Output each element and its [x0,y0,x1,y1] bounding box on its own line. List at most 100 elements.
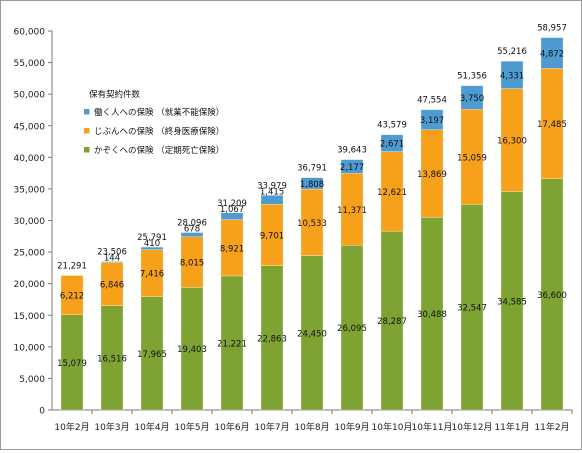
data-label: 15,059 [457,153,487,163]
y-tick-label: 15,000 [14,312,46,322]
data-label: 8,921 [220,244,244,254]
data-label: 4,331 [500,71,524,81]
x-tick-label: 10年7月 [254,421,289,433]
bar-segment [500,61,524,89]
data-label: 410 [144,239,160,249]
data-label: 678 [184,225,200,235]
data-label: 7,416 [140,270,164,280]
x-tick-label: 10年4月 [134,421,169,433]
data-label: 2,671 [380,140,404,150]
y-tick-label: 0 [39,407,45,417]
bars [60,37,564,411]
total-label: 33,979 [257,181,287,191]
data-label: 6,846 [100,281,124,291]
data-label: 36,600 [537,291,567,301]
x-tick-label: 11年1月 [494,421,529,433]
y-tick-label: 25,000 [14,249,46,259]
bar-segment [260,195,284,205]
x-tick-label: 10年12月 [452,421,493,433]
data-label: 17,485 [537,120,567,130]
bar-segment [380,134,404,152]
x-tick-label: 10年2月 [54,421,89,433]
data-label: 16,516 [97,354,127,364]
total-label: 21,291 [57,262,87,272]
data-label: 1,415 [260,187,284,197]
data-label: 6,212 [60,292,84,302]
legend-swatch [84,147,90,153]
data-label: 26,095 [337,324,367,334]
bar-segment [220,212,244,220]
data-label: 8,015 [180,259,204,269]
data-label: 34,585 [497,297,527,307]
total-label: 25,791 [137,233,167,243]
bar-segment [180,232,204,237]
data-label: 22,863 [257,334,287,344]
x-tick-label: 10年5月 [174,421,209,433]
total-label: 23,506 [97,248,127,258]
total-label: 36,791 [297,164,327,174]
total-label: 55,216 [497,47,527,57]
data-label: 12,621 [377,188,407,198]
data-label: 1,808 [300,180,324,190]
bar-segment [460,85,484,110]
data-label: 16,300 [497,137,527,147]
x-tick-label: 10年3月 [94,421,129,433]
data-label: 32,547 [457,304,487,314]
legend-swatch [84,128,90,134]
data-label: 28,287 [377,317,407,327]
y-tick-label: 60,000 [14,28,46,38]
y-tick-label: 50,000 [14,91,46,101]
data-label: 11,371 [337,206,367,216]
legend-label: じぶんへの保険 （終身医療保険） [94,126,224,137]
bar-segment [420,109,444,130]
data-label: 19,403 [177,345,207,355]
data-label: 9,701 [260,231,284,241]
total-label: 31,209 [217,199,247,209]
data-label: 4,872 [540,49,564,59]
total-label: 58,957 [537,24,567,34]
total-label: 28,096 [177,219,207,229]
axes: 0 5,000 10,000 15,000 20,000 25,000 30,000 35,0… [14,28,573,433]
bar-segment [140,246,164,250]
legend-label: かぞくへの保険 （定期死亡保険） [94,145,224,156]
bar-segment [60,275,84,315]
data-label: 3,750 [460,94,484,104]
y-tick-label: 5,000 [19,375,45,385]
data-label: 144 [104,254,120,264]
data-label: 17,965 [137,350,167,360]
x-tick-label: 10年8月 [294,421,329,433]
y-tick-label: 45,000 [14,122,46,132]
legend-label: 働く人への保険 （就業不能保険） [94,107,224,118]
legend-title: 保有契約件数 [89,89,141,100]
x-tick-label: 11年2月 [534,421,569,433]
y-tick-label: 55,000 [14,59,46,69]
data-label: 2,177 [340,163,364,173]
y-tick-label: 30,000 [14,217,46,227]
total-label: 51,356 [457,72,487,82]
y-tick-label: 40,000 [14,154,46,164]
total-label: 47,554 [417,96,447,106]
bar-segment [300,177,324,190]
bar-segment [540,37,564,69]
data-label: 24,450 [297,329,327,339]
total-label: 39,643 [337,146,367,156]
data-label: 1,067 [220,205,244,215]
x-tick-label: 10年6月 [214,421,249,433]
bar-segment [100,261,124,263]
x-tick-label: 10年11月 [412,421,453,433]
x-tick-label: 10年9月 [334,421,369,433]
y-tick-label: 10,000 [14,343,46,353]
total-label: 43,579 [377,121,407,131]
data-label: 3,197 [420,116,444,126]
y-tick-label: 35,000 [14,185,46,195]
bar-segment [340,159,364,174]
data-label: 10,533 [297,219,327,229]
data-label: 30,488 [417,310,447,320]
data-label: 15,079 [57,359,87,369]
x-tick-label: 10年10月 [372,421,413,433]
legend-swatch [84,109,90,115]
